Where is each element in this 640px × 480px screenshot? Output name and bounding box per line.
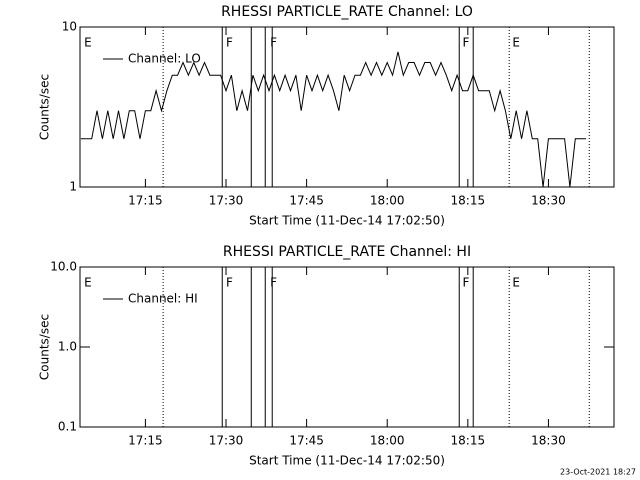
event-label: E [512, 36, 520, 50]
y-tick-label: 1 [69, 180, 77, 194]
event-label: F [462, 36, 469, 50]
x-tick-label: 17:45 [289, 194, 324, 208]
event-label: F [226, 276, 233, 290]
y-axis-label: Counts/sec [38, 314, 52, 380]
x-tick-label: 18:30 [531, 434, 566, 448]
x-axis-label: Start Time (11-Dec-14 17:02:50) [249, 214, 445, 228]
x-tick-label: 17:30 [209, 194, 244, 208]
footer: 23-Oct-2021 18:27 [560, 468, 636, 477]
legend-label: Channel: HI [128, 292, 198, 306]
x-tick-label: 18:30 [531, 194, 566, 208]
y-tick-label: 10 [62, 20, 77, 34]
event-label: F [462, 276, 469, 290]
data-line [80, 51, 587, 188]
x-tick-label: 18:00 [370, 194, 405, 208]
x-tick-label: 17:30 [209, 434, 244, 448]
x-tick-label: 17:15 [128, 194, 163, 208]
chart-title: RHESSI PARTICLE_RATE Channel: LO [221, 4, 473, 20]
y-tick-label: 10.0 [50, 260, 77, 274]
event-label: F [226, 36, 233, 50]
event-label: F [270, 276, 277, 290]
event-label: F [270, 36, 277, 50]
x-axis-label: Start Time (11-Dec-14 17:02:50) [249, 454, 445, 468]
x-tick-label: 18:15 [451, 194, 486, 208]
y-tick-label: 0.1 [58, 420, 77, 434]
x-tick-label: 17:15 [128, 434, 163, 448]
y-tick-label: 1.0 [58, 340, 77, 354]
event-label: E [84, 36, 92, 50]
x-tick-label: 17:45 [289, 434, 324, 448]
x-tick-label: 18:00 [370, 434, 405, 448]
y-axis-label: Counts/sec [38, 74, 52, 140]
x-tick-label: 18:15 [451, 434, 486, 448]
chart-title: RHESSI PARTICLE_RATE Channel: HI [223, 244, 471, 260]
event-label: E [512, 276, 520, 290]
plot-frame [79, 26, 615, 188]
legend-label: Channel: LO [128, 52, 201, 66]
event-label: E [84, 276, 92, 290]
